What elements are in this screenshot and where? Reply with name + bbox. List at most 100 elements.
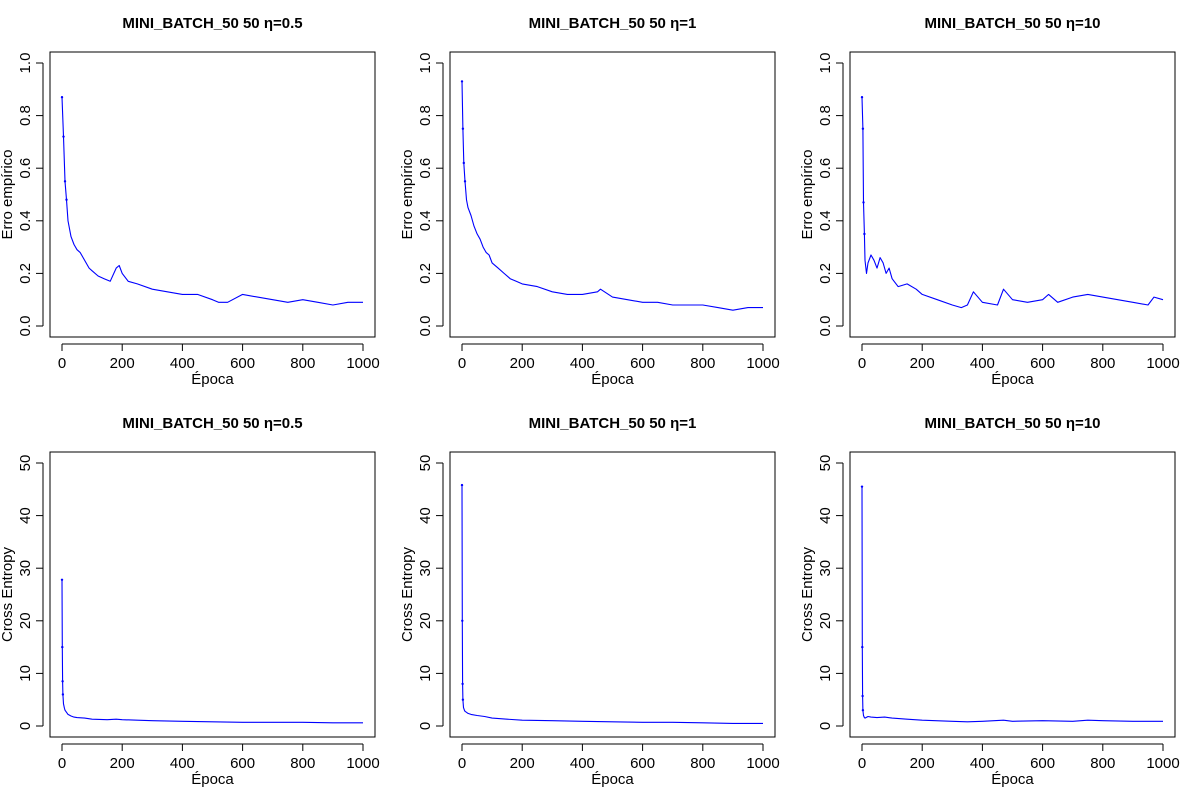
plot-frame [49, 451, 376, 738]
series-point [460, 80, 464, 83]
y-tick-label: 1.0 [817, 53, 834, 74]
y-tick-label: 1.0 [17, 53, 34, 74]
y-tick-label: 20 [17, 612, 34, 629]
x-axis-label: Época [191, 771, 234, 788]
y-tick-label: 0.2 [417, 263, 434, 284]
series-line [61, 97, 363, 306]
x-tick-label: 400 [970, 355, 995, 372]
x-tick-label: 1000 [746, 355, 779, 372]
series-point [461, 682, 464, 686]
y-tick-label: 40 [817, 507, 834, 524]
y-tick-label: 40 [17, 507, 34, 524]
x-tick-label: 200 [110, 755, 135, 772]
y-tick-label: 0.4 [17, 210, 34, 231]
series-point [861, 709, 865, 712]
x-tick-label: 600 [1030, 755, 1055, 772]
x-tick-label: 0 [858, 355, 866, 372]
series-point [60, 95, 64, 99]
y-tick-label: 0 [817, 722, 834, 730]
x-tick-label: 400 [170, 355, 195, 372]
plot-frame [449, 51, 776, 338]
y-tick-label: 0.6 [17, 158, 34, 179]
y-axis-label: Erro empírico [399, 149, 416, 239]
chart-title: MINI_BATCH_50 50 η=1 [529, 15, 697, 32]
x-axis-label: Época [191, 371, 234, 388]
y-axis-label: Cross Entropy [799, 546, 816, 642]
y-tick-label: 0.6 [817, 158, 834, 179]
x-tick-label: 400 [570, 755, 595, 772]
y-tick-label: 30 [417, 560, 434, 577]
y-tick-label: 20 [417, 612, 434, 629]
series-point [63, 180, 67, 183]
x-axis-label: Época [591, 371, 634, 388]
series-point [461, 619, 464, 622]
series-point [462, 161, 466, 165]
chart-title: MINI_BATCH_50 50 η=10 [924, 15, 1100, 32]
series-point [61, 680, 64, 683]
y-tick-label: 30 [817, 560, 834, 577]
x-tick-label: 1000 [346, 755, 379, 772]
x-tick-label: 1000 [1146, 355, 1179, 372]
chart-title: MINI_BATCH_50 50 η=0.5 [122, 415, 302, 432]
series-line [461, 485, 763, 724]
y-tick-label: 20 [817, 612, 834, 629]
y-tick-label: 0.0 [417, 316, 434, 337]
y-tick-label: 0.8 [817, 105, 834, 126]
x-tick-label: 200 [510, 355, 535, 372]
series-point [463, 180, 467, 183]
x-tick-label: 800 [690, 755, 715, 772]
y-tick-label: 0.8 [417, 105, 434, 126]
chart-title: MINI_BATCH_50 50 η=1 [529, 415, 697, 432]
series-point [863, 232, 866, 236]
y-tick-label: 0.8 [17, 105, 34, 126]
series-point [460, 483, 464, 487]
x-tick-label: 400 [970, 755, 995, 772]
x-tick-label: 400 [170, 755, 195, 772]
x-tick-label: 400 [570, 355, 595, 372]
y-tick-label: 0.2 [817, 263, 834, 284]
y-tick-label: 10 [17, 665, 34, 682]
x-tick-label: 800 [690, 355, 715, 372]
chart-title: MINI_BATCH_50 50 η=0.5 [122, 15, 302, 32]
x-tick-label: 1000 [746, 755, 779, 772]
chart-panel-6: MINI_BATCH_50 50 η=100 200 400 600 800 1000Ép… [799, 415, 1180, 788]
chart-panel-4: MINI_BATCH_50 50 η=0.50 200 400 600 800 1000É… [0, 415, 380, 788]
series-line [861, 486, 1163, 723]
plot-frame [849, 451, 1176, 738]
x-tick-label: 1000 [346, 355, 379, 372]
chart-title: MINI_BATCH_50 50 η=10 [924, 415, 1100, 432]
series-point [861, 645, 864, 649]
x-axis-label: Época [991, 371, 1034, 388]
series-point [60, 578, 64, 581]
y-tick-label: 1.0 [417, 53, 434, 74]
x-tick-label: 800 [290, 755, 315, 772]
plot-frame [49, 51, 376, 338]
plot-frame [449, 451, 776, 738]
x-tick-label: 0 [58, 355, 66, 372]
y-tick-label: 50 [817, 455, 834, 472]
series-point [461, 698, 465, 701]
y-tick-label: 10 [417, 665, 434, 682]
y-tick-label: 40 [417, 507, 434, 524]
y-tick-label: 0.0 [817, 316, 834, 337]
x-tick-label: 0 [458, 755, 466, 772]
y-axis-label: Cross Entropy [399, 546, 416, 642]
series-point [61, 645, 64, 649]
x-tick-label: 0 [458, 355, 466, 372]
x-tick-label: 200 [510, 755, 535, 772]
y-axis-label: Cross Entropy [0, 546, 16, 642]
series-point [861, 127, 865, 130]
y-tick-label: 50 [17, 455, 34, 472]
chart-panel-3: MINI_BATCH_50 50 η=10 0 200 400 600 800 1000 Ép… [799, 15, 1180, 388]
series-point [860, 485, 864, 488]
series-line [61, 579, 363, 724]
x-tick-label: 0 [58, 755, 66, 772]
x-tick-label: 0 [858, 755, 866, 772]
x-tick-label: 800 [290, 355, 315, 372]
x-tick-label: 600 [630, 755, 655, 772]
chart-panel-2: MINI_BATCH_50 50 η=1 0 200 400 600 800 1000 Épo… [399, 15, 780, 388]
y-tick-label: 0.4 [417, 210, 434, 231]
series-point [860, 95, 864, 99]
x-tick-label: 800 [1090, 755, 1115, 772]
